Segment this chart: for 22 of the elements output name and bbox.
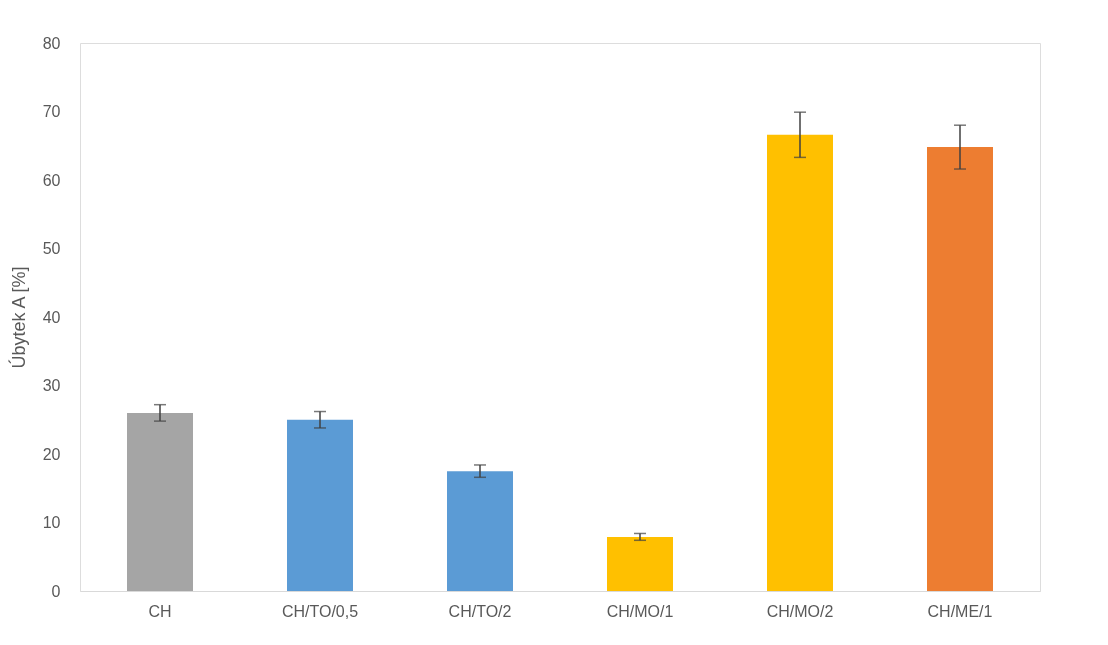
y-tick-label: 80 xyxy=(42,34,61,52)
x-tick-label: CH/ME/1 xyxy=(927,602,993,620)
y-tick-label: 50 xyxy=(42,240,61,257)
x-tick-label: CH/MO/2 xyxy=(766,602,834,620)
x-tick-label: CH/TO/2 xyxy=(448,602,512,620)
bar xyxy=(447,471,513,591)
bar xyxy=(287,419,353,591)
x-tick-label: CH/TO/0,5 xyxy=(281,602,359,620)
y-tick-label: 60 xyxy=(42,171,61,189)
y-tick-label: 20 xyxy=(42,445,61,463)
y-tick-label: 70 xyxy=(42,103,61,120)
y-tick-label: 40 xyxy=(42,308,61,326)
y-tick-label: 30 xyxy=(42,377,61,394)
y-tick-label: 10 xyxy=(42,514,61,531)
bar xyxy=(607,536,673,591)
bar xyxy=(767,134,833,591)
x-tick-label: CH/MO/1 xyxy=(606,602,674,620)
y-axis-title: Úbytek A [%] xyxy=(7,266,29,369)
bar xyxy=(927,147,993,591)
bar xyxy=(127,412,193,591)
x-tick-label: CH xyxy=(148,602,172,620)
y-tick-label: 0 xyxy=(51,582,61,600)
